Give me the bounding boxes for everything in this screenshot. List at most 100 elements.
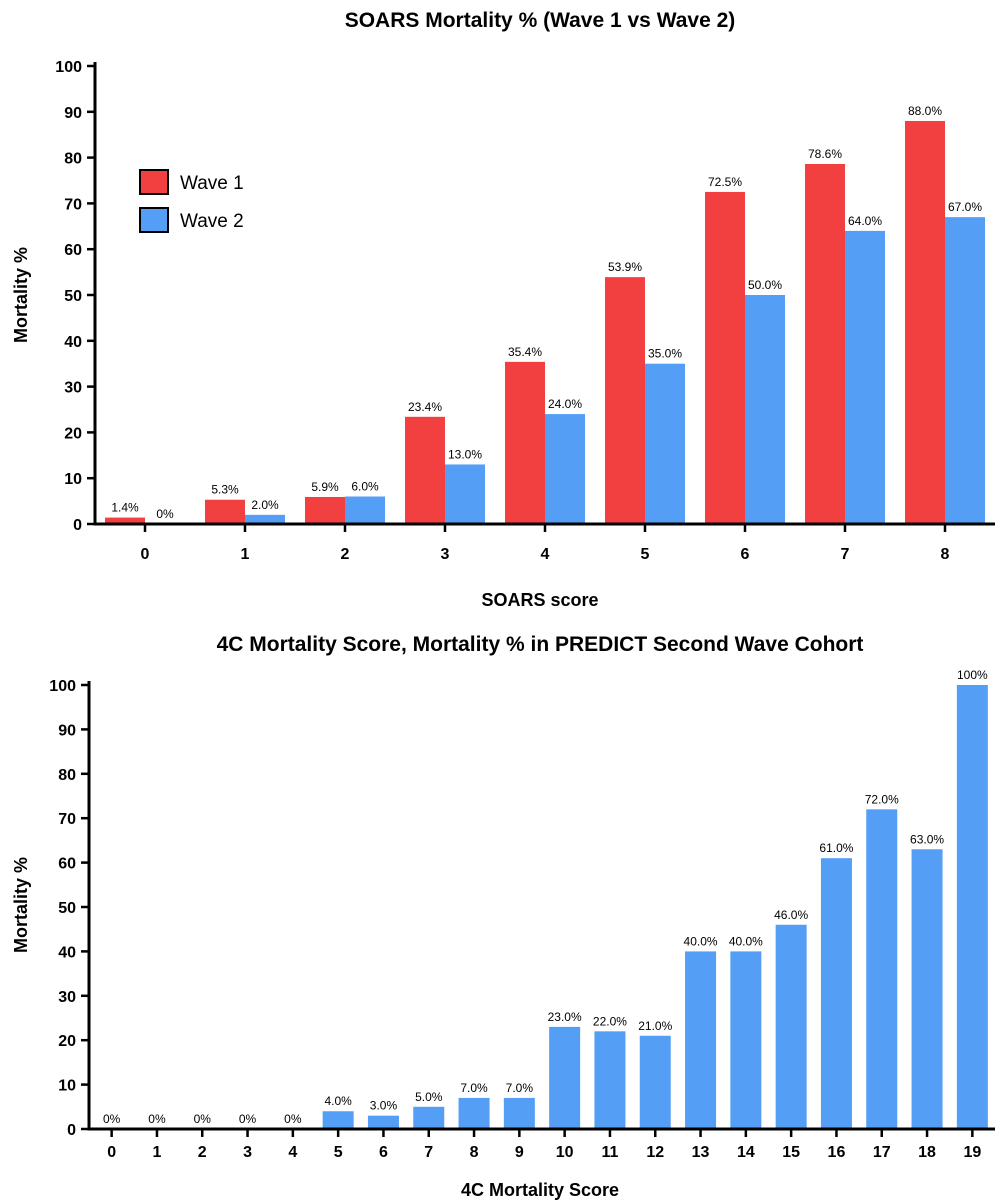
x-tick-label: 11: [601, 1144, 618, 1161]
series-2: 0% 2.0% 6.0% 13.0% 24.0% 35.0% 50.0% 64.0% 67.0%: [156, 200, 985, 524]
x-tick-label: 1: [241, 546, 250, 563]
data-label: 0%: [148, 1112, 166, 1126]
data-label: 61.0%: [819, 841, 853, 855]
y-tick-label: 30: [58, 989, 76, 1006]
bar-18: [911, 849, 943, 1129]
y-tick-label: 10: [64, 471, 82, 488]
series-1: 1.4% 5.3% 5.9% 23.4% 35.4% 53.9% 72.5% 78.6% 88.…: [105, 104, 945, 525]
x-axis-label: 4C Mortality Score: [461, 1180, 619, 1200]
x-tick-label: 4: [288, 1144, 297, 1161]
data-label: 40.0%: [729, 934, 763, 948]
bar-14: [730, 951, 762, 1129]
y-tick-label: 70: [64, 196, 82, 213]
bar-10: [549, 1026, 581, 1129]
x-tick-label: 18: [918, 1144, 936, 1161]
chart-4c-mortality: 4C Mortality Score, Mortality % in PREDI…: [11, 633, 995, 1200]
data-label: 21.0%: [638, 1019, 672, 1033]
y-tick-label: 100: [55, 59, 82, 76]
y-tick-label: 30: [64, 380, 82, 397]
x-tick-label: 15: [782, 1144, 800, 1161]
data-label: 0%: [156, 507, 174, 521]
data-label: 6.0%: [351, 480, 379, 494]
data-label: 5.0%: [415, 1090, 443, 1104]
x-tick-label: 1: [152, 1144, 161, 1161]
x-tick-label: 6: [741, 546, 750, 563]
x-tick-label: 9: [515, 1144, 524, 1161]
data-label: 78.6%: [808, 147, 842, 161]
chart-title: SOARS Mortality % (Wave 1 vs Wave 2): [345, 9, 736, 32]
y-axis-label: Mortality %: [11, 857, 31, 953]
bar-19: [956, 685, 988, 1129]
x-tick-label: 12: [646, 1144, 664, 1161]
x-tick-label: 8: [941, 546, 950, 563]
data-label: 35.0%: [648, 347, 682, 361]
chart-soars: SOARS Mortality % (Wave 1 vs Wave 2) Mor…: [11, 9, 995, 610]
legend-item-wave-2: Wave 2: [139, 207, 244, 233]
bar-8: [905, 120, 945, 525]
data-label: 13.0%: [448, 447, 482, 461]
bar-5: [645, 363, 685, 524]
bar-16: [820, 858, 852, 1129]
y-axis-label: Mortality %: [11, 247, 31, 343]
data-label: 24.0%: [548, 397, 582, 411]
data-label: 7.0%: [506, 1081, 534, 1095]
data-label: 35.4%: [508, 345, 542, 359]
data-label: 88.0%: [908, 104, 942, 118]
data-label: 23.0%: [548, 1010, 582, 1024]
x-tick-label: 16: [828, 1144, 846, 1161]
x-tick-label: 0: [141, 546, 150, 563]
y-tick-label: 80: [64, 151, 82, 168]
data-label: 53.9%: [608, 260, 642, 274]
x-tick-label: 8: [470, 1144, 479, 1161]
bar-6: [705, 191, 745, 524]
bar-12: [639, 1035, 671, 1129]
data-label: 2.0%: [251, 498, 279, 512]
x-tick-label: 19: [963, 1144, 981, 1161]
bar-0: [105, 517, 145, 524]
bar-4: [545, 414, 585, 524]
x-tick-label: 17: [873, 1144, 891, 1161]
bar-15: [775, 924, 807, 1129]
data-label: 46.0%: [774, 908, 808, 922]
x-tick-label: 3: [243, 1144, 252, 1161]
data-label: 3.0%: [370, 1099, 398, 1113]
bar-7: [845, 230, 885, 524]
y-tick-label: 50: [58, 900, 76, 917]
bar-6: [745, 295, 785, 524]
bar-17: [866, 809, 898, 1129]
x-tick-label: 2: [198, 1144, 207, 1161]
data-label: 0%: [239, 1112, 257, 1126]
x-tick-label: 13: [692, 1144, 710, 1161]
data-label: 72.0%: [865, 792, 899, 806]
data-label: 5.9%: [311, 480, 339, 494]
bar-5: [322, 1111, 354, 1129]
series-1: 0% 0% 0% 0% 0% 4.0% 3.0% 5.0% 7.0% 7.0% 23.0% 22.0%…: [103, 668, 988, 1129]
legend-item-wave-1: Wave 1: [139, 169, 244, 195]
data-label: 64.0%: [848, 214, 882, 228]
x-tick-label: 14: [737, 1144, 755, 1161]
data-label: 100%: [957, 668, 988, 682]
y-tick-label: 80: [58, 767, 76, 784]
x-tick-label: 7: [424, 1144, 433, 1161]
data-label: 50.0%: [748, 278, 782, 292]
y-tick-label: 60: [64, 242, 82, 259]
x-tick-label: 10: [556, 1144, 574, 1161]
bar-7: [413, 1106, 445, 1129]
y-tick-label: 50: [64, 288, 82, 305]
data-label: 22.0%: [593, 1014, 627, 1028]
x-axis-label: SOARS score: [481, 590, 598, 610]
y-tick-label: 40: [64, 334, 82, 351]
data-label: 23.4%: [408, 400, 442, 414]
data-label: 67.0%: [948, 200, 982, 214]
y-tick-label: 60: [58, 856, 76, 873]
y-tick-label: 0: [67, 1122, 76, 1139]
bar-2: [305, 496, 345, 524]
x-tick-label: 3: [441, 546, 450, 563]
y-tick-label: 100: [49, 678, 76, 695]
data-label: 0%: [103, 1112, 121, 1126]
bar-8: [945, 217, 985, 524]
legend: Wave 1 Wave 2: [139, 169, 244, 233]
y-tick-label: 90: [58, 722, 76, 739]
data-label: 7.0%: [460, 1081, 488, 1095]
x-tick-label: 7: [841, 546, 850, 563]
